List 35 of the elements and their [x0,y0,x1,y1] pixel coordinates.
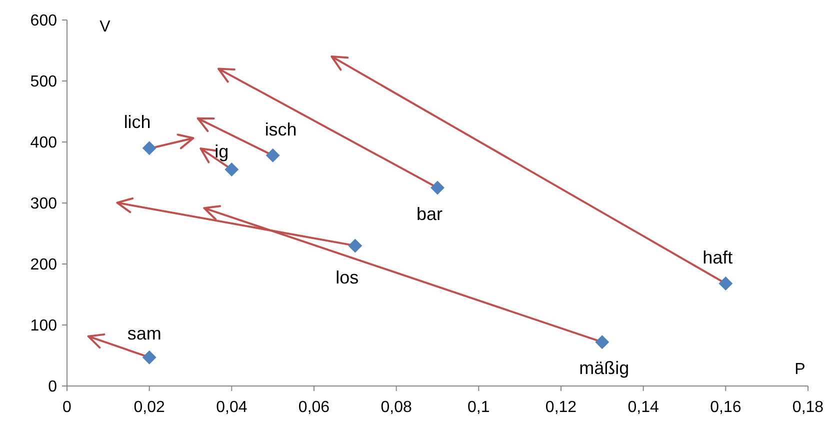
x-tick-label: 0,16 [710,399,742,416]
point [595,335,610,350]
annotation: haft [702,248,733,268]
point [224,162,239,176]
x-tick-label: 0,04 [216,399,248,416]
point [142,141,156,156]
annotation: ig [214,141,229,162]
annotation: los [336,268,359,288]
annotation: lich [124,112,151,132]
y-tick-label: 600 [30,12,58,30]
x-tick-label: 0 [62,399,72,416]
x-tick-label: 0,08 [380,399,412,416]
x-tick-label: 0,12 [545,399,577,416]
x-tick-label: 0,1 [468,399,490,416]
point [142,350,156,364]
y-tick-label: 0 [48,378,58,396]
point [430,180,444,195]
point [718,276,733,291]
annotation: sam [127,323,162,344]
y-tick-label: 200 [30,256,58,274]
annotation: mäßig [579,358,630,378]
x-axis-title: P [794,361,806,378]
annotation: isch [264,119,297,140]
y-axis-title: V [100,18,111,36]
x-tick-label: 0,06 [298,399,330,416]
x-tick-label: 0,14 [628,399,660,416]
y-tick-label: 100 [30,318,58,335]
y-tick-label: 500 [30,74,58,91]
y-tick-label: 400 [30,134,58,152]
x-tick-label: 0,02 [134,399,166,416]
annotation: bar [416,204,443,224]
point [348,238,362,253]
point [266,148,280,162]
y-tick-label: 300 [30,196,58,213]
x-tick-label: 0,18 [792,399,824,416]
